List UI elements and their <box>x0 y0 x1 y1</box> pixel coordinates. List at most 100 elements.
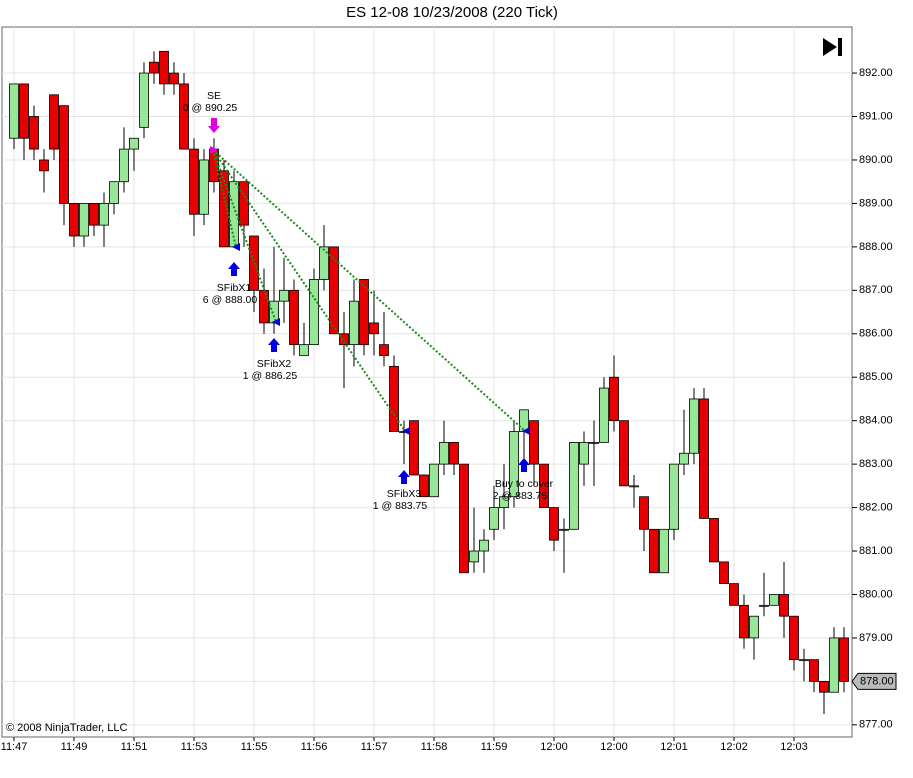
copyright: © 2008 NinjaTrader, LLC <box>6 722 127 734</box>
y-tick-label: 888.00 <box>859 241 893 253</box>
candle-body <box>19 83 29 139</box>
candle-body <box>189 148 199 215</box>
candle-body <box>559 528 569 531</box>
x-tick-label: 12:02 <box>720 741 748 753</box>
y-tick-label: 884.00 <box>859 415 893 427</box>
candle-body <box>789 615 799 661</box>
candle-body <box>759 604 769 607</box>
candle-body <box>549 507 559 541</box>
candle-body <box>829 637 839 693</box>
candle-body <box>69 203 79 237</box>
candle-body <box>419 474 429 498</box>
candle-body <box>389 365 399 432</box>
candle-body <box>519 409 529 432</box>
candle-body <box>259 289 269 324</box>
y-tick-label: 886.00 <box>859 328 893 340</box>
y-tick-label: 887.00 <box>859 284 893 296</box>
y-tick-label: 881.00 <box>859 545 893 557</box>
trade-line <box>212 149 406 432</box>
candle-body <box>749 615 759 639</box>
candle-body <box>839 637 849 682</box>
candle-body <box>459 463 469 574</box>
execution-name: SE <box>207 90 221 102</box>
y-tick-label: 880.00 <box>859 588 893 600</box>
y-tick-label: 889.00 <box>859 197 893 209</box>
y-tick-label: 879.00 <box>859 632 893 644</box>
candle-body <box>119 148 129 183</box>
candle-body <box>429 463 439 498</box>
execution-text: 2 @ 883.75 <box>493 490 548 502</box>
entry-arrow <box>208 118 220 133</box>
y-tick-label: 885.00 <box>859 371 893 383</box>
execution-text: 6 @ 888.00 <box>203 294 258 306</box>
candle-body <box>149 61 159 74</box>
x-tick-label: 11:49 <box>61 741 88 753</box>
candle-body <box>109 181 119 204</box>
exit-marker <box>522 427 530 435</box>
candle-body <box>99 203 109 226</box>
candle-body <box>769 594 779 606</box>
candle-body <box>679 452 689 465</box>
execution-text: 0 @ 890.25 <box>183 102 238 114</box>
candle-body <box>819 680 829 693</box>
x-tick-label: 11:56 <box>301 741 328 753</box>
execution-name: SFibX3 <box>387 488 422 500</box>
candle-body <box>499 496 509 508</box>
candle-body <box>649 528 659 574</box>
x-tick-label: 12:01 <box>660 741 688 753</box>
trade-line <box>212 149 277 323</box>
signal-arrows <box>208 118 530 484</box>
candle-body <box>299 344 309 356</box>
candle-body <box>609 376 619 422</box>
candle-body <box>199 159 209 215</box>
candle-body <box>619 420 629 487</box>
candle-body <box>509 431 519 498</box>
candle-body <box>239 181 249 226</box>
x-tick-label: 11:59 <box>481 741 508 753</box>
play-icon <box>823 38 842 56</box>
candle-body <box>709 518 719 563</box>
exit-arrow <box>268 338 280 352</box>
x-tick-label: 11:47 <box>1 741 28 753</box>
exit-arrow <box>518 458 530 472</box>
candle-body <box>319 246 329 280</box>
candle-body <box>809 659 819 682</box>
x-tick-label: 12:03 <box>780 741 808 753</box>
candle-body <box>579 441 589 465</box>
candle-body <box>379 344 389 356</box>
x-tick-label: 11:53 <box>181 741 208 753</box>
candle-body <box>779 594 789 617</box>
candle-body <box>569 441 579 530</box>
strategy-lines <box>212 149 526 432</box>
candle-body <box>159 50 169 85</box>
candle-body <box>139 72 149 128</box>
candle-body <box>539 463 549 508</box>
exit-arrow <box>398 470 410 484</box>
execution-name: SFibX2 <box>257 358 292 370</box>
x-tick-label: 11:58 <box>421 741 448 753</box>
candle-body <box>659 528 669 574</box>
y-tick-label: 891.00 <box>859 110 893 122</box>
candle-body <box>329 246 339 335</box>
trade-line <box>212 149 237 248</box>
candle-body <box>279 289 289 302</box>
candle-body <box>369 322 379 335</box>
candle-body <box>129 137 139 150</box>
candle-body <box>479 539 489 552</box>
x-tick-label: 12:00 <box>600 741 628 753</box>
exit-marker <box>232 243 240 251</box>
y-tick-label: 877.00 <box>859 719 893 731</box>
candle-body <box>169 72 179 85</box>
candle-body <box>29 116 39 150</box>
chart-title: ES 12-08 10/23/2008 (220 Tick) <box>346 4 558 21</box>
candle-body <box>349 300 359 346</box>
candle-body <box>449 441 459 465</box>
candle-body <box>689 398 699 454</box>
execution-text: 1 @ 886.25 <box>243 370 298 382</box>
candle-body <box>799 659 809 662</box>
play-bar <box>838 38 842 56</box>
candle-body <box>639 496 649 530</box>
candle-body <box>219 170 229 248</box>
candle-body <box>49 94 59 150</box>
